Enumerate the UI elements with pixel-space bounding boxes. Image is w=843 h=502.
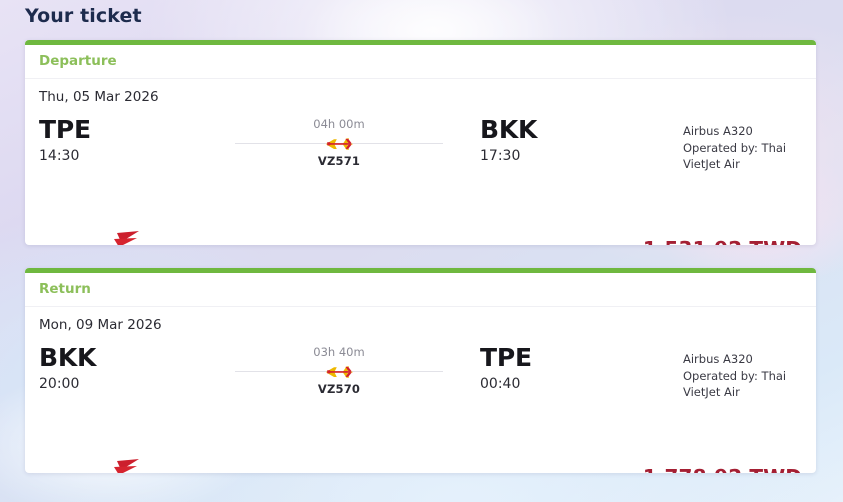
aircraft-type: Airbus A320 bbox=[683, 124, 753, 138]
origin-endpoint: BKK 20:00 bbox=[39, 343, 189, 392]
segment-price: 1.531,92 TWD bbox=[643, 237, 802, 245]
origin-airport-code: BKK bbox=[39, 343, 97, 372]
leg-line-wrap bbox=[225, 362, 453, 380]
destination-endpoint: TPE 00:40 bbox=[480, 343, 630, 392]
origin-endpoint: TPE 14:30 bbox=[39, 115, 189, 164]
bottom-partial-text: ··· ···· bbox=[95, 500, 144, 502]
aircraft-type: Airbus A320 bbox=[683, 352, 753, 366]
card-accent-bar bbox=[25, 40, 816, 45]
segment-heading-departure: Departure bbox=[25, 45, 816, 79]
flight-date: Thu, 05 Mar 2026 bbox=[39, 89, 159, 105]
eco-fare-logo: co bbox=[114, 459, 139, 473]
segment-price: 1.778,92 TWD bbox=[643, 465, 802, 473]
flight-leg: 03h 40m VZ570 bbox=[225, 345, 453, 396]
destination-arrival-time: 17:30 bbox=[480, 147, 521, 164]
flight-duration: 04h 00m bbox=[313, 117, 365, 131]
origin-departure-time: 20:00 bbox=[39, 375, 80, 392]
ticket-card-departure[interactable]: Departure Thu, 05 Mar 2026 TPE 14:30 04h… bbox=[25, 40, 816, 245]
plane-right-icon bbox=[326, 138, 353, 150]
destination-endpoint: BKK 17:30 bbox=[480, 115, 630, 164]
origin-departure-time: 14:30 bbox=[39, 147, 80, 164]
origin-airport-code: TPE bbox=[39, 115, 91, 144]
card-body: Thu, 05 Mar 2026 TPE 14:30 04h 00m bbox=[25, 79, 816, 245]
aircraft-info: Airbus A320 Operated by: Thai VietJet Ai… bbox=[683, 123, 816, 173]
destination-airport-code: BKK bbox=[480, 115, 538, 144]
destination-airport-code: TPE bbox=[480, 343, 532, 372]
segment-heading-return: Return bbox=[25, 273, 816, 307]
flight-date: Mon, 09 Mar 2026 bbox=[39, 317, 162, 333]
itinerary-row: BKK 20:00 03h 40m bbox=[25, 343, 816, 407]
card-accent-bar bbox=[25, 268, 816, 273]
flight-leg: 04h 00m VZ571 bbox=[225, 117, 453, 168]
card-body: Mon, 09 Mar 2026 BKK 20:00 03h 40m bbox=[25, 307, 816, 473]
operated-by: Operated by: Thai VietJet Air bbox=[683, 368, 787, 400]
itinerary-row: TPE 14:30 04h 00m bbox=[25, 115, 816, 179]
flight-duration: 03h 40m bbox=[313, 345, 365, 359]
flight-number: VZ570 bbox=[317, 382, 361, 396]
flight-number: VZ571 bbox=[317, 154, 361, 168]
aircraft-info: Airbus A320 Operated by: Thai VietJet Ai… bbox=[683, 351, 816, 401]
ticket-card-return[interactable]: Return Mon, 09 Mar 2026 BKK 20:00 03h 40… bbox=[25, 268, 816, 473]
plane-right-icon bbox=[326, 366, 353, 378]
eco-fare-logo: co bbox=[114, 231, 139, 245]
leg-line-wrap bbox=[225, 134, 453, 152]
page-title: Your ticket bbox=[25, 5, 142, 27]
destination-arrival-time: 00:40 bbox=[480, 375, 521, 392]
operated-by: Operated by: Thai VietJet Air bbox=[683, 140, 787, 172]
